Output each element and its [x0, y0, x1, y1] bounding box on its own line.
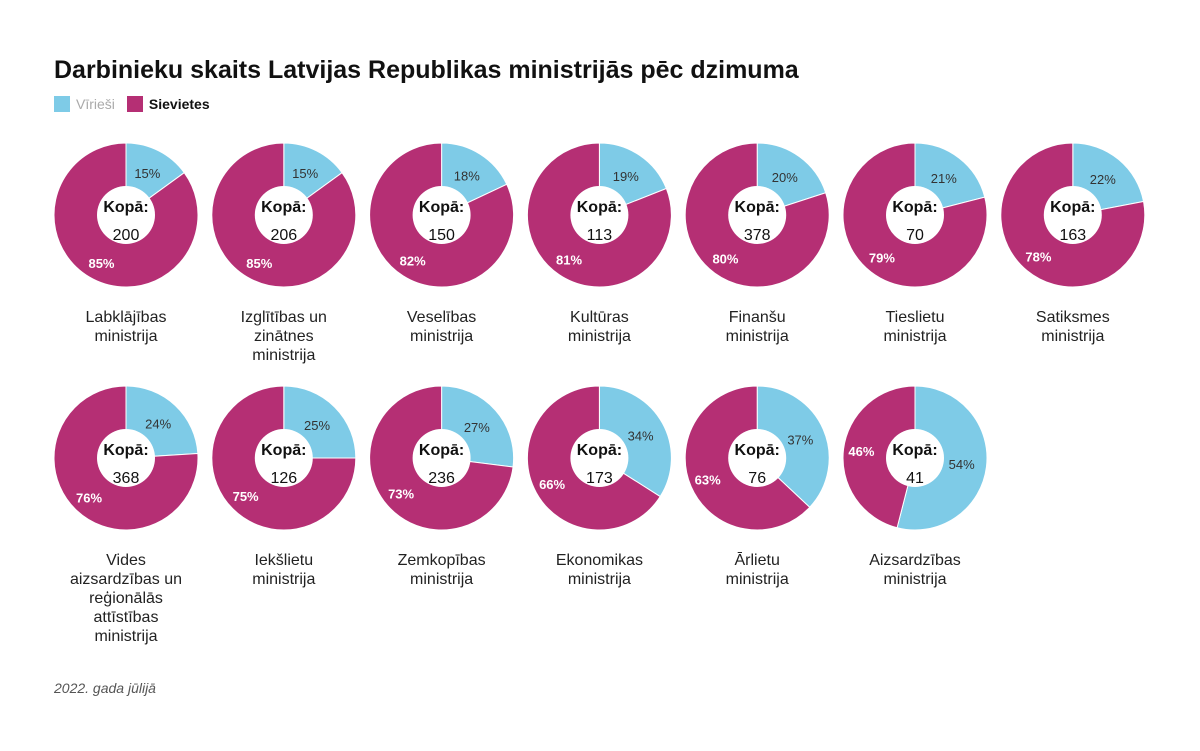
total-label: Kopā:: [1050, 199, 1095, 216]
donut-hole: [886, 429, 944, 487]
label-women-pct: 46%: [848, 444, 874, 459]
ministry-label: Satiksmes ministrija: [1035, 309, 1110, 345]
total-label: Kopā:: [577, 442, 622, 459]
legend: Vīrieši Sievietes: [54, 96, 210, 112]
total-label: Kopā:: [892, 199, 937, 216]
slice-women: [842, 385, 916, 529]
label-men-pct: 27%: [464, 420, 490, 435]
total-value: 41: [906, 470, 924, 487]
footnote: 2022. gada jūlijā: [54, 680, 156, 696]
total-value: 206: [270, 227, 297, 244]
label-men-pct: 37%: [787, 432, 813, 447]
label-women-pct: 80%: [712, 252, 738, 267]
label-women-pct: 73%: [388, 487, 414, 502]
label-women-pct: 79%: [869, 251, 895, 266]
label-women-pct: 82%: [400, 254, 426, 269]
ministry-label: Veselības ministrija: [406, 309, 477, 345]
total-label: Kopā:: [419, 199, 464, 216]
total-label: Kopā:: [892, 442, 937, 459]
total-label: Kopā:: [261, 199, 306, 216]
legend-label-women: Sievietes: [148, 96, 210, 112]
chart-title: Darbinieku skaits Latvijas Republikas mi…: [54, 56, 799, 84]
label-men-pct: 54%: [949, 457, 975, 472]
total-value: 126: [270, 470, 297, 487]
donut-hole: [97, 186, 155, 244]
legend-swatch-women: [126, 96, 143, 112]
label-women-pct: 78%: [1025, 250, 1051, 265]
ministry-label: Vides aizsardzības un reģionālās attīstības…: [69, 552, 183, 645]
total-label: Kopā:: [735, 199, 780, 216]
total-label: Kopā:: [103, 199, 148, 216]
donut-hole: [728, 429, 787, 487]
label-men-pct: 15%: [134, 166, 160, 181]
total-label: Kopā:: [577, 199, 622, 216]
total-value: 368: [113, 470, 140, 487]
ministry-label: Iekšlietu ministrija: [252, 552, 316, 588]
label-men-pct: 34%: [628, 428, 654, 443]
total-value: 150: [428, 227, 455, 244]
total-value: 163: [1059, 227, 1086, 244]
donut-hole: [1043, 186, 1102, 244]
ministry-label: Ārlietu ministrija: [725, 552, 789, 588]
ministry-label: Ekonomikas ministrija: [555, 552, 643, 588]
ministry-label: Zemkopības ministrija: [397, 552, 486, 588]
total-value: 76: [748, 470, 766, 487]
donut-hole: [886, 186, 944, 244]
label-men-pct: 18%: [454, 168, 480, 183]
label-women-pct: 76%: [76, 490, 102, 505]
label-women-pct: 63%: [695, 472, 721, 487]
ministry-label: Kultūras ministrija: [567, 309, 631, 345]
donut-hole: [254, 429, 313, 487]
ministry-label: Labklājības ministrija: [85, 309, 167, 345]
total-value: 70: [906, 227, 924, 244]
total-value: 378: [744, 227, 771, 244]
total-label: Kopā:: [261, 442, 306, 459]
label-men-pct: 25%: [304, 418, 330, 433]
ministry-label: Tieslietu ministrija: [883, 309, 947, 345]
total-label: Kopā:: [103, 442, 148, 459]
donut-hole: [570, 429, 629, 487]
label-women-pct: 85%: [88, 256, 114, 271]
legend-item-women[interactable]: Sievietes: [126, 96, 210, 112]
label-men-pct: 24%: [145, 417, 171, 432]
label-men-pct: 19%: [613, 169, 639, 184]
total-label: Kopā:: [735, 442, 780, 459]
ministry-label: Aizsardzības ministrija: [869, 552, 961, 588]
legend-label-men: Vīrieši: [76, 96, 115, 112]
label-men-pct: 15%: [292, 166, 318, 181]
donut-hole: [570, 186, 629, 244]
label-women-pct: 75%: [233, 489, 259, 504]
label-women-pct: 66%: [539, 477, 565, 492]
label-women-pct: 85%: [246, 256, 272, 271]
ministry-label: Izglītības un zinātnes ministrija: [240, 309, 327, 364]
label-men-pct: 20%: [772, 170, 798, 185]
total-value: 113: [587, 227, 613, 244]
slice-men: [756, 385, 830, 508]
donut-hole: [412, 186, 471, 244]
donut-hole: [97, 429, 155, 487]
total-value: 236: [428, 470, 455, 487]
donut-hole: [412, 429, 471, 487]
total-value: 200: [113, 227, 140, 244]
label-men-pct: 22%: [1090, 172, 1116, 187]
label-women-pct: 81%: [556, 253, 582, 268]
ministry-label: Finanšu ministrija: [725, 309, 789, 345]
donut-hole: [728, 186, 787, 244]
total-value: 173: [586, 470, 613, 487]
legend-item-men[interactable]: Vīrieši: [54, 96, 115, 112]
total-label: Kopā:: [419, 442, 464, 459]
legend-swatch-men: [54, 96, 70, 112]
label-men-pct: 21%: [931, 171, 957, 186]
donut-hole: [254, 186, 313, 244]
